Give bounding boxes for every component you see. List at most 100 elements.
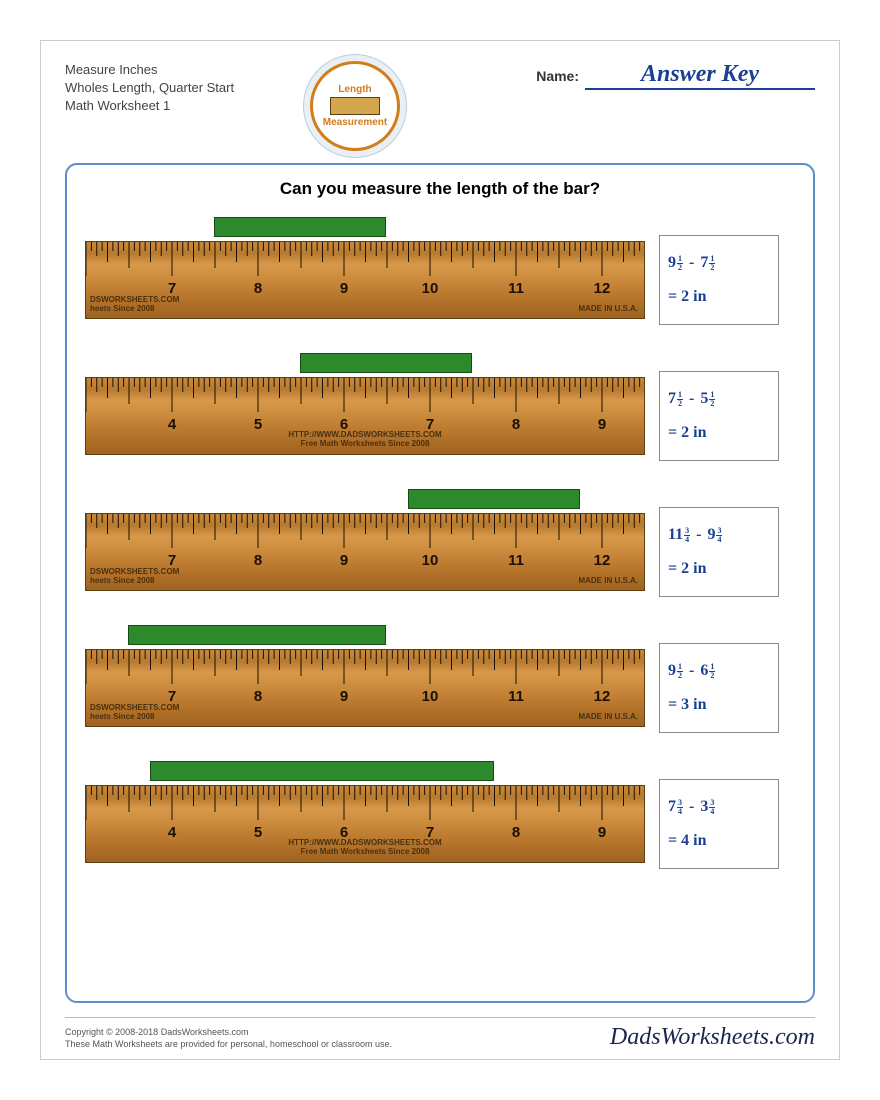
problems-list: 789101112 DSWORKSHEETS.COMheets Since 20… [85,217,795,871]
answer-expression: 9 12 - 7 12 [668,254,770,272]
answer-result: = 3 in [668,696,770,714]
answer-end: 11 34 [668,526,690,544]
ruler-block: 456789 HTTP://WWW.DADSWORKSHEETS.COMFree… [85,761,645,871]
ruler: 789101112 DSWORKSHEETS.COMheets Since 20… [85,241,645,319]
ruler-block: 789101112 DSWORKSHEETS.COMheets Since 20… [85,625,645,735]
footer: Copyright © 2008-2018 DadsWorksheets.com… [65,1017,815,1051]
ruler-ticks [86,514,644,554]
badge-bottom-text: Measurement [323,117,387,128]
ruler-number: 9 [340,280,348,297]
ruler-icon [330,97,380,115]
measure-bar [214,217,386,237]
badge-wrap: Length Measurement [285,61,425,151]
ruler-branding-center: HTTP://WWW.DADSWORKSHEETS.COMFree Math W… [288,431,441,449]
minus-sign: - [696,526,701,544]
ruler-number: 9 [340,552,348,569]
ruler-branding-left: DSWORKSHEETS.COMheets Since 2008 [90,295,179,313]
measure-bar [300,353,472,373]
ruler-number: 10 [422,688,439,705]
ruler-branding-left: DSWORKSHEETS.COMheets Since 2008 [90,567,179,585]
ruler-number: 11 [508,552,524,569]
ruler-ticks [86,378,644,418]
answer-box: 11 34 - 9 34 = 2 in [659,507,779,597]
ruler-branding-left: DSWORKSHEETS.COMheets Since 2008 [90,703,179,721]
ruler-branding-center: HTTP://WWW.DADSWORKSHEETS.COMFree Math W… [288,839,441,857]
answer-end: 9 12 [668,254,683,272]
name-value: Answer Key [641,61,759,87]
answer-end: 9 12 [668,662,683,680]
footer-left: Copyright © 2008-2018 DadsWorksheets.com… [65,1026,392,1051]
answer-start: 3 34 [700,798,715,816]
header-title-block: Measure Inches Wholes Length, Quarter St… [65,61,265,116]
ruler-number: 8 [254,552,262,569]
title-line-1: Measure Inches [65,61,265,79]
answer-start: 9 34 [707,526,722,544]
answer-start: 6 12 [700,662,715,680]
problem-3: 789101112 DSWORKSHEETS.COMheets Since 20… [85,489,795,599]
length-measurement-badge: Length Measurement [310,61,400,151]
ruler-number: 4 [168,824,176,841]
minus-sign: - [689,390,694,408]
answer-end: 7 34 [668,798,683,816]
answer-box: 7 34 - 3 34 = 4 in [659,779,779,869]
answer-result: = 2 in [668,288,770,306]
ruler-number: 8 [254,688,262,705]
minus-sign: - [689,254,694,272]
ruler-number: 8 [512,416,520,433]
answer-result: = 2 in [668,424,770,442]
header: Measure Inches Wholes Length, Quarter St… [65,61,815,151]
ruler-branding-right: MADE IN U.S.A. [578,576,638,585]
answer-expression: 7 12 - 5 12 [668,390,770,408]
question-text: Can you measure the length of the bar? [85,179,795,199]
answer-box: 7 12 - 5 12 = 2 in [659,371,779,461]
ruler-branding-right: MADE IN U.S.A. [578,304,638,313]
answer-result: = 2 in [668,560,770,578]
minus-sign: - [689,662,694,680]
answer-expression: 11 34 - 9 34 [668,526,770,544]
problem-5: 456789 HTTP://WWW.DADSWORKSHEETS.COMFree… [85,761,795,871]
title-line-2: Wholes Length, Quarter Start [65,79,265,97]
answer-start: 7 12 [700,254,715,272]
footer-logo: DadsWorksheets.com [610,1024,815,1051]
measure-bar [128,625,386,645]
footer-note: These Math Worksheets are provided for p… [65,1038,392,1051]
problem-1: 789101112 DSWORKSHEETS.COMheets Since 20… [85,217,795,327]
measure-bar [408,489,580,509]
answer-box: 9 12 - 6 12 = 3 in [659,643,779,733]
ruler-number: 9 [598,824,606,841]
content-frame: Can you measure the length of the bar? 7… [65,163,815,1003]
ruler-number: 5 [254,824,262,841]
ruler-number: 12 [594,280,611,297]
problem-4: 789101112 DSWORKSHEETS.COMheets Since 20… [85,625,795,735]
ruler-ticks [86,786,644,826]
answer-start: 5 12 [700,390,715,408]
answer-box: 9 12 - 7 12 = 2 in [659,235,779,325]
ruler-number: 5 [254,416,262,433]
badge-top-text: Length [338,84,371,95]
problem-2: 456789 HTTP://WWW.DADSWORKSHEETS.COMFree… [85,353,795,463]
footer-copyright: Copyright © 2008-2018 DadsWorksheets.com [65,1026,392,1039]
ruler-number: 12 [594,688,611,705]
ruler-number: 10 [422,280,439,297]
ruler: 789101112 DSWORKSHEETS.COMheets Since 20… [85,513,645,591]
ruler-block: 789101112 DSWORKSHEETS.COMheets Since 20… [85,217,645,327]
ruler-number: 11 [508,688,524,705]
ruler-branding-right: MADE IN U.S.A. [578,712,638,721]
ruler: 456789 HTTP://WWW.DADSWORKSHEETS.COMFree… [85,785,645,863]
ruler-number: 4 [168,416,176,433]
ruler: 456789 HTTP://WWW.DADSWORKSHEETS.COMFree… [85,377,645,455]
ruler-number: 9 [598,416,606,433]
ruler-ticks [86,242,644,282]
ruler-number: 8 [254,280,262,297]
worksheet-page: Measure Inches Wholes Length, Quarter St… [40,40,840,1060]
ruler-number: 9 [340,688,348,705]
minus-sign: - [689,798,694,816]
title-line-3: Math Worksheet 1 [65,97,265,115]
answer-expression: 9 12 - 6 12 [668,662,770,680]
ruler-block: 789101112 DSWORKSHEETS.COMheets Since 20… [85,489,645,599]
answer-result: = 4 in [668,832,770,850]
ruler-number: 8 [512,824,520,841]
name-label: Name: [536,68,579,84]
ruler-block: 456789 HTTP://WWW.DADSWORKSHEETS.COMFree… [85,353,645,463]
ruler-number: 10 [422,552,439,569]
